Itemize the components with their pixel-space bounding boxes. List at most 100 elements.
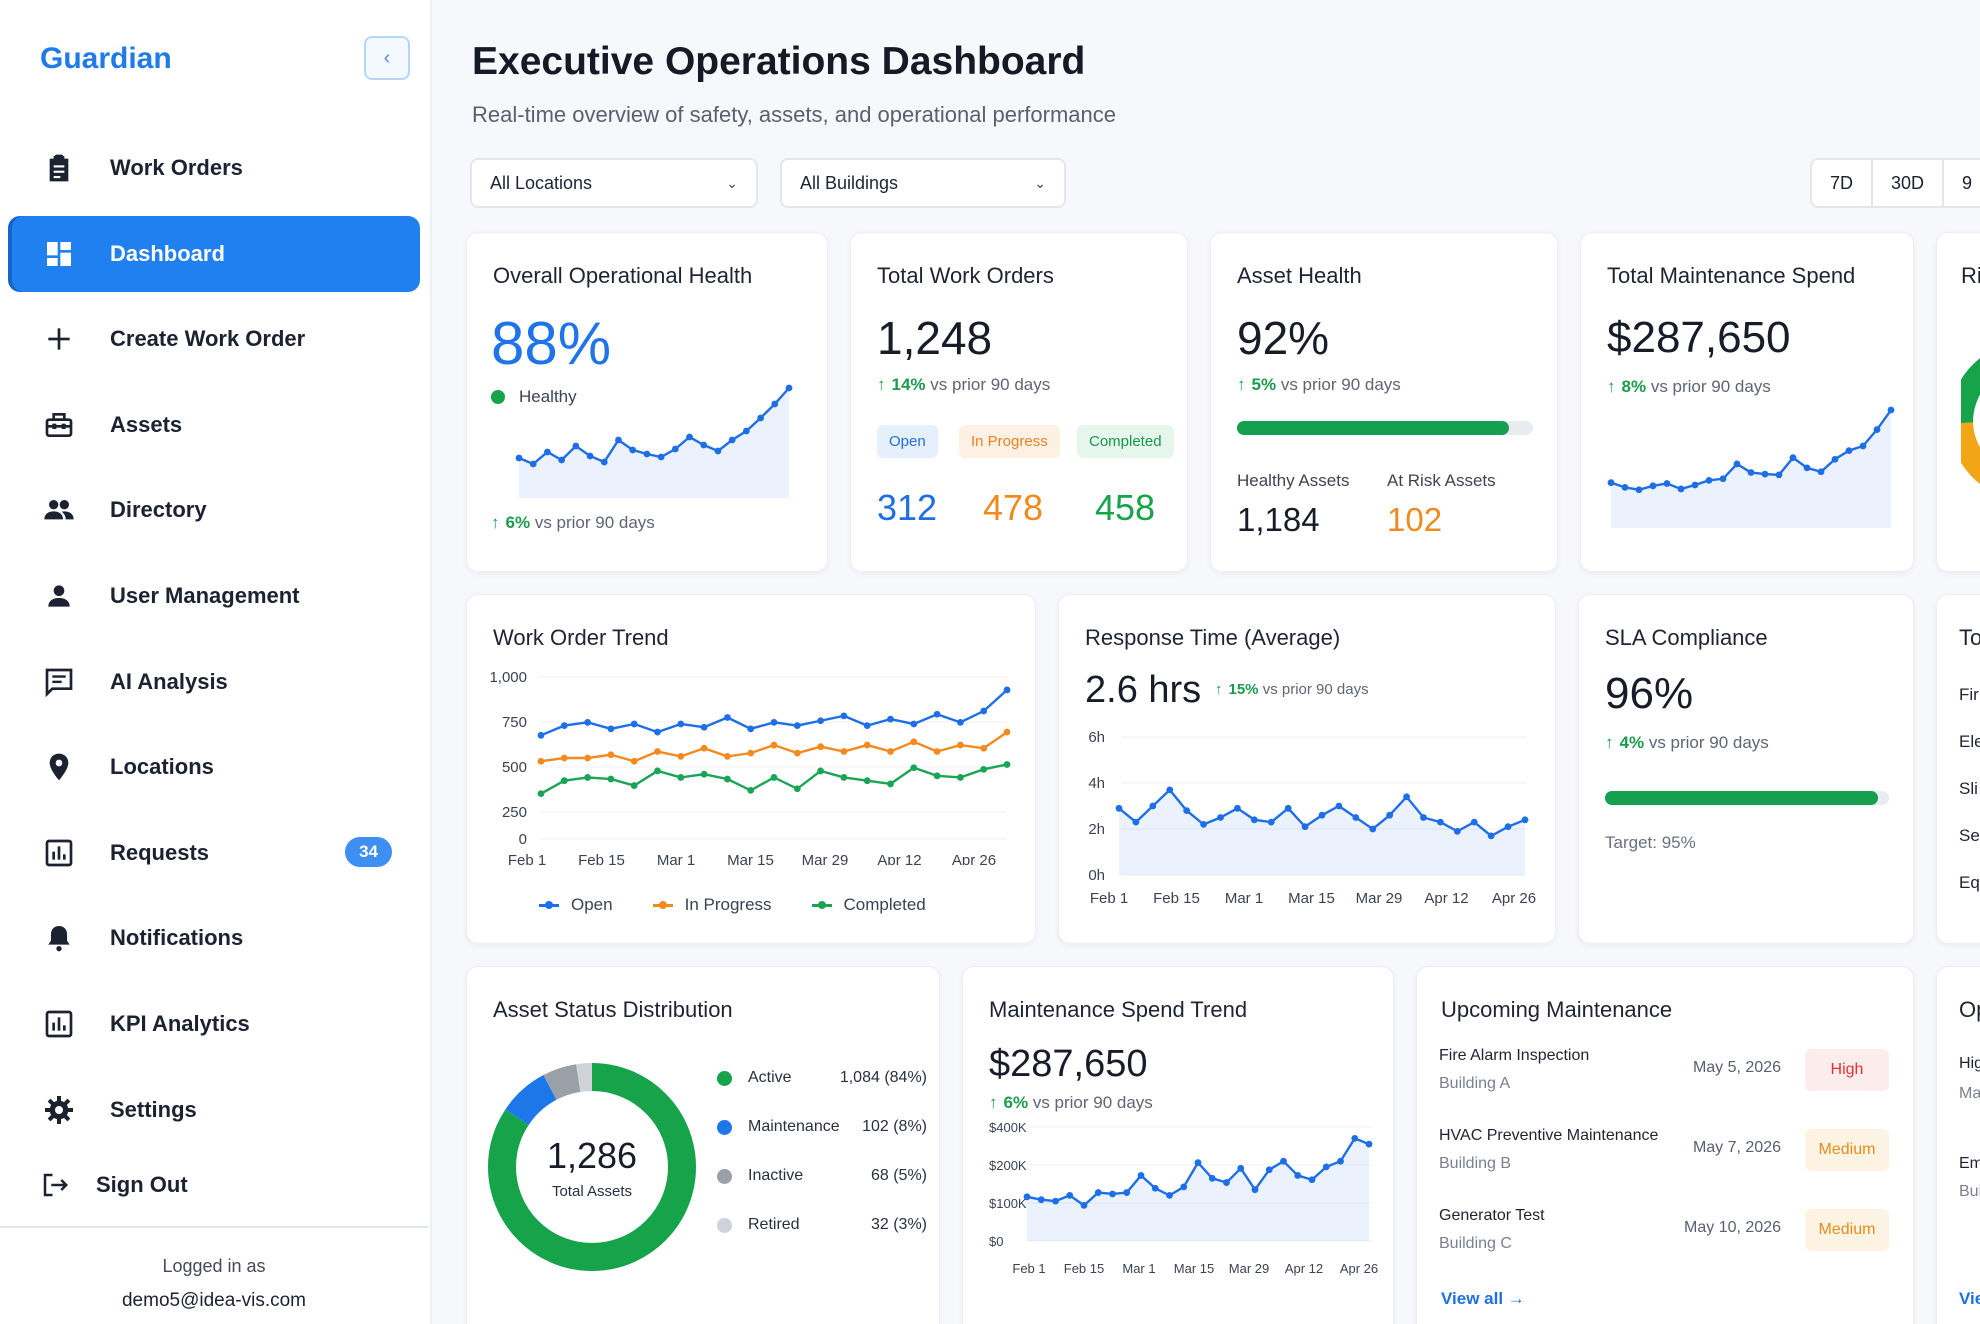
progress-fill [1605,791,1878,805]
list-item[interactable]: Fire Alarm Inspection Building A May 5, … [1439,1047,1889,1111]
sidebar-item-notifications[interactable]: Notifications [12,900,420,976]
health-delta: ↑ 6% vs prior 90 days [491,513,655,533]
sparkline-point [1705,476,1713,484]
sidebar-item-ai-analysis[interactable]: AI Analysis [12,644,420,720]
sidebar-item-settings[interactable]: Settings [12,1072,420,1148]
legend-swatch [539,900,559,909]
card-title: Work Order Trend [493,625,669,650]
cut-item: Bui [1959,1183,1980,1200]
sparkline-point [544,448,551,456]
x-tick-label: Mar 1 [1225,890,1263,907]
y-tick-label: 4h [1088,775,1105,792]
task-location: Building C [1439,1235,1512,1252]
sidebar-item-label: Create Work Order [110,326,306,352]
data-point [724,752,731,760]
view-all-link[interactable]: View all → [1441,1289,1525,1309]
sidebar-item-directory[interactable]: Directory [12,472,420,548]
sparkline-point [1831,455,1839,463]
range-7d-button[interactable]: 7D [1810,158,1874,208]
legend-value: 68 (5%) [870,1167,927,1184]
sidebar-item-kpi-analytics[interactable]: KPI Analytics [12,986,420,1062]
sidebar-item-work-orders[interactable]: Work Orders [12,130,420,206]
delta-pct: 14% [891,375,926,394]
data-point [933,748,941,755]
range-30d-button[interactable]: 30D [1871,158,1945,208]
data-point [1208,1174,1216,1182]
data-point [887,780,894,788]
collapse-sidebar-button[interactable]: ‹ [364,36,410,80]
data-point [793,785,801,793]
x-tick-label: Feb 1 [1090,890,1128,907]
sidebar-item-assets[interactable]: Assets [12,387,420,463]
sparkline-point [1607,479,1615,487]
data-point [700,723,708,731]
legend-item-completed[interactable]: Completed [811,895,926,915]
delta-pct: 6% [505,513,531,532]
health-value: 88% [491,310,612,377]
x-tick-label: Mar 29 [1229,1261,1269,1276]
list-item[interactable]: Generator Test Building C May 10, 2026 M… [1439,1207,1889,1271]
y-tick-label: 0 [519,831,527,848]
card-title: SLA Compliance [1605,625,1768,650]
delta-text: vs prior 90 days [1648,733,1769,752]
completed-pill[interactable]: Completed [1077,425,1174,458]
sparkline-point [714,447,722,455]
card-title: Upcoming Maintenance [1441,997,1673,1022]
data-point [1420,814,1427,821]
data-point [863,722,871,729]
data-point [1386,811,1394,819]
in-progress-count: 478 [983,487,1044,528]
task-date: May 7, 2026 [1692,1139,1781,1156]
data-point [957,741,964,749]
in-progress-pill[interactable]: In Progress [959,425,1060,458]
x-tick-label: Mar 29 [802,852,849,865]
chat-icon [42,665,76,699]
spend-sparkline [1607,406,1895,528]
data-point [537,757,545,765]
sparkline-point [700,441,708,449]
data-point [817,717,824,725]
sparkline-point [629,446,637,454]
data-point [1237,1164,1245,1172]
task-date: May 5, 2026 [1692,1059,1781,1076]
sidebar-item-create-work-order[interactable]: Create Work Order [12,301,420,377]
location-filter-select[interactable]: All Locations ⌄ [470,158,758,208]
sidebar-item-dashboard[interactable]: Dashboard [12,215,420,292]
sparkline-point [742,427,750,435]
data-point [1109,1190,1116,1198]
open-pill[interactable]: Open [877,425,938,458]
data-point [1437,818,1444,826]
legend-item-open[interactable]: Open [539,895,613,915]
list-item[interactable]: HVAC Preventive Maintenance Building B M… [1439,1127,1889,1191]
top-issue-item: Fir [1959,685,1979,704]
data-point [793,722,801,729]
view-link[interactable]: Vie [1959,1289,1980,1308]
sign-out-button[interactable]: Sign Out [40,1170,188,1200]
data-point [1217,814,1224,821]
data-point [1094,1189,1102,1196]
priority-badge: Medium [1805,1209,1889,1251]
sidebar-item-user-management[interactable]: User Management [12,558,420,634]
delta-text: vs prior 90 days [534,513,655,532]
sidebar-item-requests[interactable]: Requests 34 [12,815,420,891]
cut-item: Em [1959,1155,1980,1172]
building-filter-select[interactable]: All Buildings ⌄ [780,158,1066,208]
data-point [1194,1159,1202,1167]
data-point [1351,1135,1359,1142]
brand-logo[interactable]: Guardian [40,42,172,75]
donut-total-label: Total Assets [551,1183,633,1200]
chevron-down-icon: ⌄ [1034,174,1046,191]
data-point [770,741,778,749]
data-point [537,731,545,739]
sparkline-point [1719,475,1727,483]
x-tick-label: Mar 15 [1288,890,1335,907]
sidebar-item-locations[interactable]: Locations [12,729,420,805]
arrow-up-icon: ↑ [877,375,886,394]
range-90d-button[interactable]: 9 [1942,158,1980,208]
legend-item-in-progress[interactable]: In Progress [652,895,772,915]
legend-value: 1,084 (84%) [839,1069,927,1086]
priority-badge: High [1805,1049,1889,1091]
asset-health-delta: ↑ 5% vs prior 90 days [1237,375,1401,395]
legend-label: Open [571,895,613,914]
arrow-up-icon: ↑ [1607,377,1616,396]
